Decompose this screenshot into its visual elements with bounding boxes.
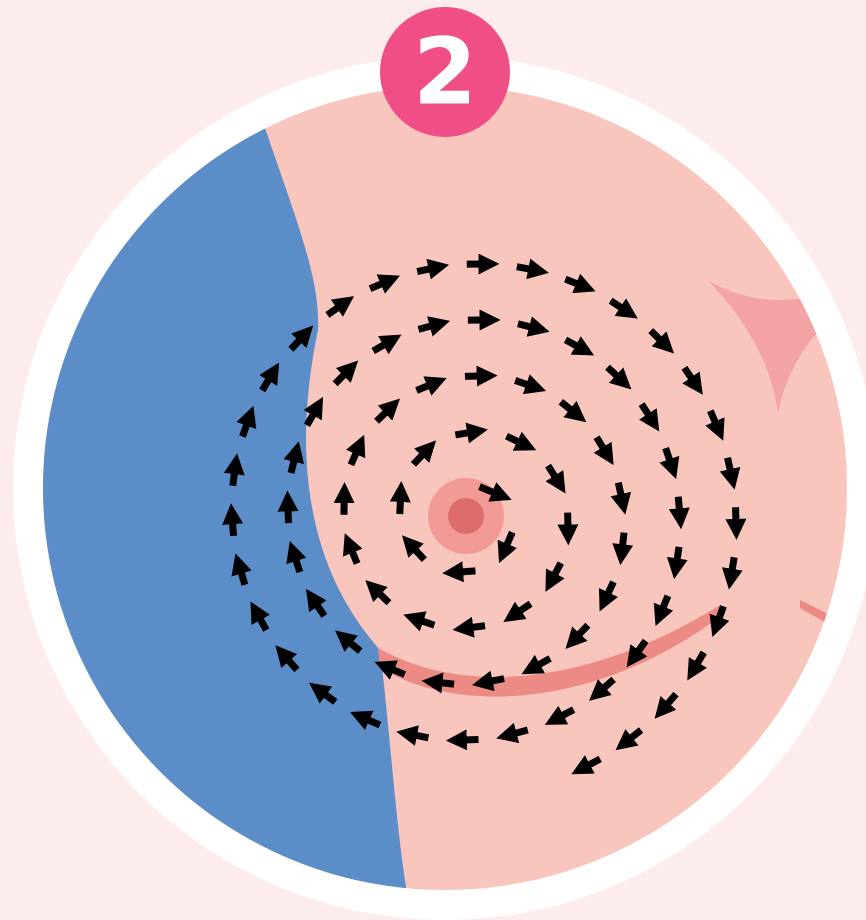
arrow bbox=[465, 626, 485, 629]
arrow bbox=[291, 453, 296, 472]
arrow bbox=[508, 730, 527, 735]
arrow bbox=[232, 516, 234, 536]
arrow bbox=[731, 557, 734, 577]
arrow bbox=[678, 497, 680, 517]
illustration: 2 bbox=[0, 0, 866, 920]
arrow bbox=[233, 466, 236, 486]
arrow bbox=[465, 376, 485, 377]
arrow bbox=[455, 432, 475, 435]
arrow bbox=[676, 547, 679, 567]
arrow bbox=[417, 267, 437, 271]
step-number: 2 bbox=[413, 18, 477, 125]
arrow bbox=[517, 267, 537, 271]
page: 2 (() => { const data = JSON.parse(docum… bbox=[0, 0, 866, 920]
nipple bbox=[448, 498, 484, 534]
arrow bbox=[400, 494, 401, 514]
arrow bbox=[288, 503, 289, 523]
arrow bbox=[409, 734, 429, 738]
arrow bbox=[484, 679, 504, 683]
arrow bbox=[622, 533, 624, 553]
arrow bbox=[618, 483, 622, 503]
arrow bbox=[728, 458, 732, 478]
arrow bbox=[455, 571, 476, 572]
arrow bbox=[518, 324, 537, 329]
arrow bbox=[434, 682, 454, 684]
arrow bbox=[458, 739, 478, 740]
arrow bbox=[736, 507, 737, 527]
